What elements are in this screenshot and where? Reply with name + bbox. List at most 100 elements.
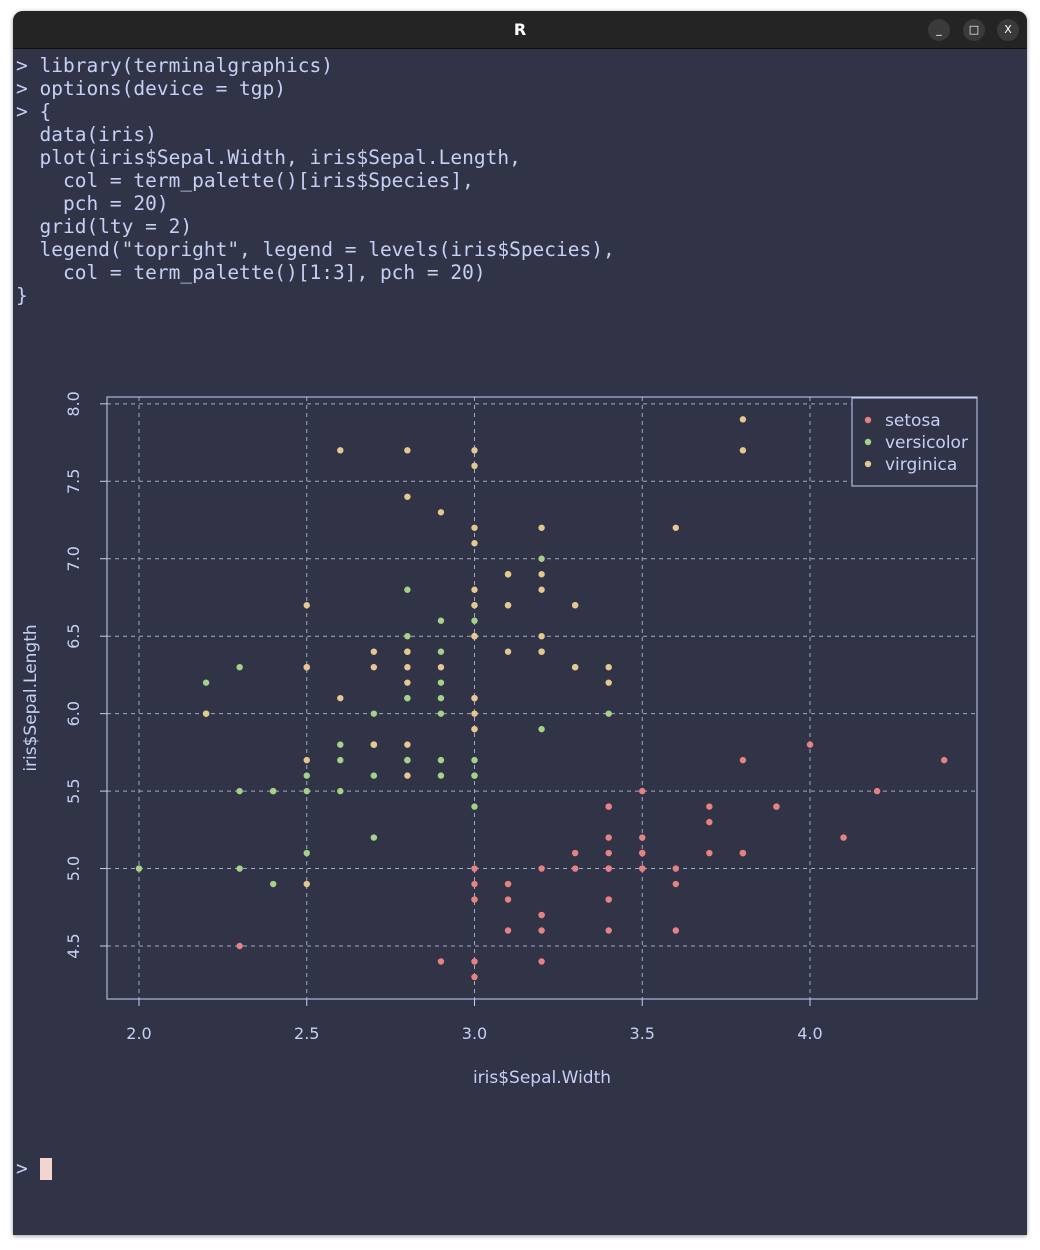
data-point: [538, 865, 545, 872]
data-point: [739, 416, 747, 423]
plot-frame: [106, 396, 978, 1000]
data-point: [404, 493, 411, 500]
x-tick-label: 3.5: [630, 1024, 655, 1043]
data-point: [538, 571, 545, 578]
prompt: >: [16, 1157, 28, 1180]
x-tick-label: 3.0: [462, 1024, 487, 1043]
scatter-plot: 2.0 2.5 3.0 3.5 4.0 4.5 5.0 5.5 6.0 6.5 7.0 7.5 8.0 i…: [21, 391, 978, 1088]
data-point: [303, 787, 310, 795]
data-point: [370, 772, 378, 779]
data-point: [437, 710, 445, 717]
data-point: [404, 586, 411, 593]
x-axis-label: iris$Sepal.Width: [473, 1068, 611, 1088]
legend-marker: [864, 438, 872, 446]
data-point: [706, 803, 713, 810]
data-point: [370, 648, 378, 655]
data-point: [404, 679, 411, 686]
data-point: [538, 633, 545, 640]
legend-label: versicolor: [885, 433, 968, 453]
data-point: [437, 617, 445, 624]
maximize-button[interactable]: □: [963, 19, 985, 41]
window-title: R: [513, 20, 527, 39]
data-point: [303, 602, 310, 609]
data-point: [471, 447, 478, 454]
terminal-line: grid(lty = 2): [16, 215, 193, 238]
terminal-line: > {: [16, 100, 52, 123]
title-bar: R _ □ X: [13, 11, 1027, 49]
data-point: [337, 741, 344, 748]
terminal-line: > library(terminalgraphics): [16, 54, 333, 77]
series-virginica: [202, 416, 747, 888]
data-point: [605, 896, 612, 903]
y-tick-label: 4.5: [64, 933, 83, 958]
series-versicolor: [135, 555, 612, 888]
data-point: [538, 958, 545, 965]
data-point: [538, 911, 545, 919]
data-point: [605, 849, 612, 857]
data-point: [672, 865, 679, 872]
data-point: [538, 648, 545, 655]
data-point: [404, 772, 411, 779]
data-point: [571, 663, 579, 671]
data-point: [370, 710, 378, 717]
data-point: [303, 849, 310, 857]
data-point: [605, 834, 612, 841]
x-tick-label: 2.0: [126, 1024, 151, 1043]
data-point: [538, 586, 545, 593]
data-point: [504, 571, 512, 578]
data-point: [471, 896, 478, 903]
data-point: [672, 524, 679, 531]
data-point: [404, 741, 411, 748]
data-point: [504, 927, 512, 934]
data-point: [471, 694, 478, 702]
data-point: [404, 648, 411, 655]
data-point: [504, 896, 512, 903]
data-point: [437, 648, 445, 655]
data-point: [303, 880, 310, 888]
data-point: [639, 849, 646, 857]
data-point: [270, 880, 277, 888]
data-point: [135, 865, 143, 872]
data-point: [504, 648, 512, 655]
terminal-line: data(iris): [16, 123, 157, 146]
text-cursor[interactable]: [40, 1158, 52, 1180]
data-point: [504, 602, 512, 609]
data-point: [202, 710, 210, 717]
data-point: [840, 834, 847, 841]
data-point: [471, 973, 478, 981]
data-point: [639, 865, 646, 872]
data-point: [437, 694, 445, 702]
data-point: [370, 663, 378, 671]
data-point: [236, 663, 243, 671]
data-point: [236, 942, 243, 950]
data-point: [370, 834, 378, 841]
data-point: [437, 772, 445, 779]
data-point: [471, 756, 478, 764]
close-button[interactable]: X: [997, 19, 1019, 41]
data-point: [739, 756, 747, 764]
terminal-line: > options(device = tgp): [16, 77, 287, 100]
y-tick-label: 6.0: [64, 701, 83, 726]
data-point: [437, 663, 445, 671]
legend-marker: [864, 460, 872, 468]
data-point: [739, 447, 747, 454]
data-point: [404, 694, 411, 702]
data-point: [605, 865, 612, 872]
data-point: [471, 880, 478, 888]
data-point: [538, 555, 545, 562]
data-point: [471, 602, 478, 609]
y-tick-label: 8.0: [64, 391, 83, 416]
data-point: [873, 787, 881, 795]
data-point: [471, 772, 478, 779]
y-tick-label: 7.5: [64, 469, 83, 494]
y-tick-label: 5.0: [64, 856, 83, 881]
data-point: [806, 741, 814, 748]
data-point: [471, 524, 478, 531]
data-point: [639, 834, 646, 841]
data-point: [404, 756, 411, 764]
minimize-button[interactable]: _: [928, 19, 950, 41]
terminal-window: R _ □ X > library(terminalgraphics) > opt…: [13, 11, 1027, 1235]
data-point: [471, 725, 478, 733]
data-point: [404, 633, 411, 640]
data-point: [605, 803, 612, 810]
